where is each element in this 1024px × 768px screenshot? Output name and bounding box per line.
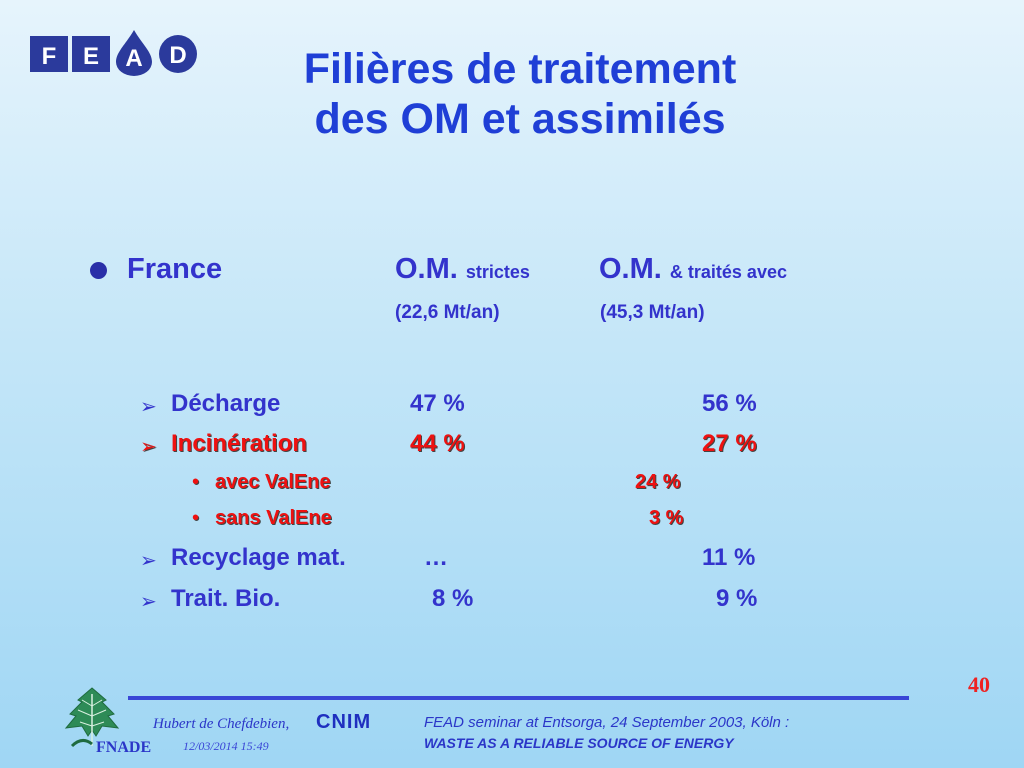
col1-sub: strictes bbox=[465, 262, 530, 282]
col2-sub: & traités avec bbox=[669, 262, 787, 282]
row-col2-sans-valene: 3 % bbox=[649, 507, 684, 529]
country-label: France bbox=[127, 253, 223, 285]
col2-main: O.M. bbox=[599, 253, 662, 285]
sub-bullet-icon: • bbox=[192, 471, 200, 493]
row-col1-incineration: 44 % bbox=[410, 430, 465, 457]
title-line-2: des OM et assimilés bbox=[314, 95, 726, 143]
logo-letter-e: E bbox=[83, 43, 99, 70]
row-col2-incineration: 27 % bbox=[702, 430, 757, 457]
page-number: 40 bbox=[968, 672, 990, 697]
col1-quantity: (22,6 Mt/an) bbox=[395, 302, 500, 323]
col2-header: O.M. & traités avec bbox=[599, 253, 787, 286]
tagline-text: WASTE AS A RELIABLE SOURCE OF ENERGY bbox=[424, 735, 734, 751]
row-col1-trait-bio: 8 % bbox=[432, 585, 474, 612]
col1-main: O.M. bbox=[395, 253, 458, 285]
sub-bullet-icon: • bbox=[192, 507, 200, 529]
arrow-bullet-icon: ➢ bbox=[140, 550, 157, 572]
row-label-recyclage: Recyclage mat. bbox=[171, 544, 346, 571]
col1-header: O.M. strictes bbox=[395, 253, 530, 286]
author-name: Hubert de Chefdebien, bbox=[153, 716, 290, 732]
row-label-avec-valene: avec ValEne bbox=[215, 471, 331, 493]
logo-letter-a: A bbox=[125, 45, 142, 72]
fnade-logo-text: FNADE bbox=[96, 739, 152, 756]
arrow-bullet-icon: ➢ bbox=[140, 436, 157, 458]
title-line-1: Filières de traitement bbox=[303, 45, 737, 93]
fnade-leaf-logo bbox=[64, 687, 120, 748]
seminar-text: FEAD seminar at Entsorga, 24 September 2… bbox=[424, 714, 790, 731]
row-col2-trait-bio: 9 % bbox=[716, 585, 758, 612]
row-col1-decharge: 47 % bbox=[410, 390, 465, 417]
row-col2-avec-valene: 24 % bbox=[635, 471, 681, 493]
slide-title: Filières de traitement des OM et assimil… bbox=[200, 44, 840, 144]
row-label-decharge: Décharge bbox=[171, 390, 281, 417]
row-label-trait-bio: Trait. Bio. bbox=[171, 585, 281, 612]
col2-quantity: (45,3 Mt/an) bbox=[600, 302, 705, 323]
row-col2-recyclage: 11 % bbox=[702, 544, 756, 571]
row-col2-decharge: 56 % bbox=[702, 390, 757, 417]
arrow-bullet-icon: ➢ bbox=[140, 591, 157, 613]
fead-logo: F E A D bbox=[30, 30, 197, 76]
arrow-bullet-icon: ➢ bbox=[140, 396, 157, 418]
bullet-dot-icon bbox=[90, 262, 107, 279]
footer-divider bbox=[128, 696, 909, 700]
logo-letter-f: F bbox=[42, 43, 57, 70]
row-label-incineration: Incinération bbox=[171, 430, 308, 457]
cnim-logo: CNIM bbox=[316, 711, 372, 733]
row-label-sans-valene: sans ValEne bbox=[215, 507, 332, 529]
row-col1-recyclage: … bbox=[424, 544, 448, 571]
logo-letter-d: D bbox=[169, 42, 186, 69]
footer-date: 12/03/2014 15:49 bbox=[183, 739, 269, 753]
